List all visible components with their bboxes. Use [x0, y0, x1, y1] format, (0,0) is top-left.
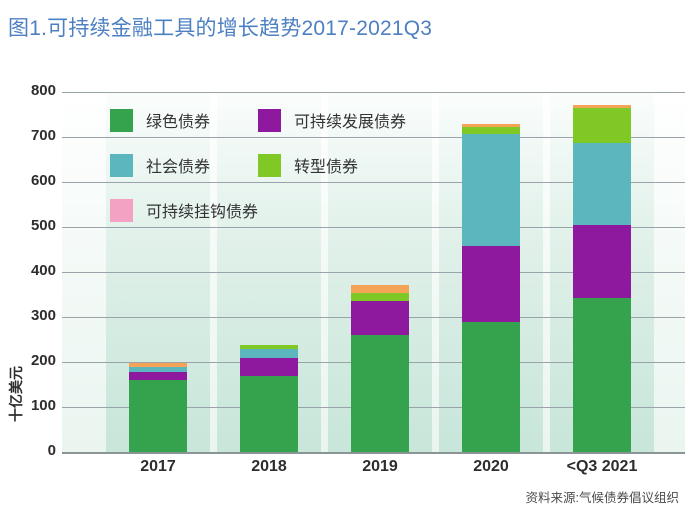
legend-label: 绿色债券 — [146, 114, 211, 131]
gridline — [62, 182, 685, 183]
y-tick-label: 800 — [30, 82, 56, 99]
legend-label: 可持续发展债券 — [294, 114, 407, 131]
legend-swatch — [110, 108, 133, 132]
legend-item: 转型债券 — [258, 153, 358, 177]
x-tick-label: 2019 — [362, 458, 398, 475]
gridline — [62, 92, 685, 93]
chart-title: 图1.可持续金融工具的增长趋势2017-2021Q3 — [8, 17, 433, 40]
gridline — [62, 227, 685, 228]
y-axis-title: 十亿美元 — [8, 366, 24, 422]
y-tick-label: 300 — [30, 307, 56, 324]
bar-segment-可持续挂钩债券 — [573, 104, 631, 108]
legend-swatch — [110, 153, 133, 177]
bar-segment-社会债券 — [129, 366, 187, 373]
y-tick-label: 100 — [30, 397, 56, 414]
bar-segment-可持续发展债券 — [462, 246, 520, 322]
x-tick-label: 2017 — [140, 458, 176, 475]
bar-segment-绿色债券 — [462, 321, 520, 452]
source-note: 资料来源:气候债券倡议组织 — [525, 491, 679, 505]
legend-item: 社会债券 — [110, 153, 210, 177]
bar-segment-可持续发展债券 — [573, 224, 631, 298]
y-tick-label: 500 — [30, 217, 56, 234]
y-tick-label: 600 — [30, 172, 56, 189]
bar-segment-社会债券 — [462, 133, 520, 247]
bar-segment-可持续挂钩债券 — [351, 284, 409, 293]
legend-label: 转型债券 — [294, 159, 359, 176]
legend-item: 可持续发展债券 — [258, 108, 406, 132]
y-tick-label: 200 — [30, 352, 56, 369]
bar-segment-社会债券 — [573, 142, 631, 225]
y-tick-label: 400 — [30, 262, 56, 279]
bar-segment-可持续挂钩债券 — [129, 363, 187, 367]
bar-segment-转型债券 — [240, 345, 298, 350]
bar-segment-转型债券 — [351, 292, 409, 302]
x-tick-label: 2020 — [473, 458, 509, 475]
bar-segment-可持续发展债券 — [240, 357, 298, 377]
x-tick-label: 2018 — [251, 458, 287, 475]
bar-segment-转型债券 — [573, 107, 631, 143]
bar-segment-绿色债券 — [129, 380, 187, 452]
bar-segment-社会债券 — [240, 349, 298, 358]
legend-label: 可持续挂钩债券 — [146, 204, 259, 221]
bar-2019 — [351, 92, 409, 452]
legend-swatch — [258, 108, 281, 132]
bar-segment-可持续挂钩债券 — [462, 123, 520, 128]
bar-segment-绿色债券 — [240, 376, 298, 452]
legend-item: 绿色债券 — [110, 108, 210, 132]
legend-item: 可持续挂钩债券 — [110, 198, 258, 222]
legend-label: 社会债券 — [146, 159, 211, 176]
bar-segment-转型债券 — [462, 127, 520, 134]
y-tick-label: 0 — [47, 442, 56, 459]
bar-segment-绿色债券 — [351, 334, 409, 452]
bar-2018 — [240, 92, 298, 452]
bar-segment-可持续发展债券 — [129, 372, 187, 381]
bar-<Q3 2021 — [573, 92, 631, 452]
bar-2017 — [129, 92, 187, 452]
bar-segment-可持续发展债券 — [351, 301, 409, 335]
bar-2020 — [462, 92, 520, 452]
legend-swatch — [110, 198, 133, 222]
x-tick-label: <Q3 2021 — [566, 458, 638, 475]
gridline — [62, 137, 685, 138]
bar-segment-绿色债券 — [573, 297, 631, 452]
gridline — [62, 272, 685, 273]
y-tick-label: 700 — [30, 127, 56, 144]
legend-swatch — [258, 153, 281, 177]
gridline — [62, 452, 685, 454]
